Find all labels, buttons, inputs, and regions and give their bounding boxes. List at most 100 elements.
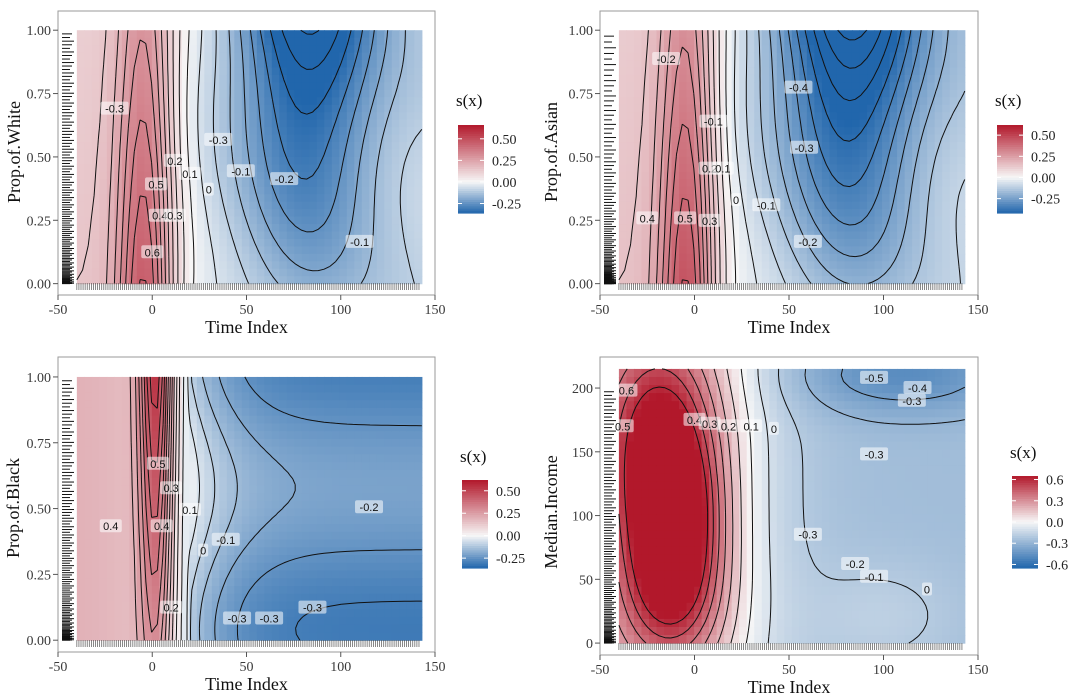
heatmap-cell [99,616,108,626]
heatmap-cell [724,60,733,69]
contour-label: 0 [733,195,739,207]
heatmap-cell [709,104,718,113]
heatmap-cell [159,586,168,595]
heatmap-cell [942,112,951,121]
heatmap-cell [724,268,733,277]
heatmap-cell [346,89,355,98]
heatmap-cell [912,224,921,233]
heatmap-cell [241,516,250,525]
heatmap-cell [957,194,966,203]
legend-swatch [458,144,484,148]
heatmap-cell [851,216,861,225]
heatmap-cell [294,570,303,579]
heatmap-cell [949,201,958,210]
heatmap-cell [189,261,198,270]
heatmap-cell [316,112,325,121]
heatmap-cell [196,201,205,210]
heatmap-cell [144,555,153,564]
heatmap-cell [331,60,340,69]
heatmap-cell [724,238,733,247]
contour-label-bg [699,114,728,128]
heatmap-cell [294,547,303,556]
heatmap-cell [784,224,793,233]
heatmap-cell [174,119,183,128]
heatmap-cell [339,45,348,54]
heatmap-cell [286,454,295,463]
heatmap-cell [927,67,936,76]
heatmap-cell [686,253,695,262]
heatmap-cell [76,171,85,180]
heatmap-cell [136,156,145,165]
heatmap-cell [934,179,943,188]
heatmap-cell [159,276,168,285]
heatmap-cell [234,268,243,277]
heatmap-cell [219,632,228,641]
heatmap-cell [271,194,280,203]
heatmap-cell [84,376,93,386]
heatmap-cell [618,194,628,203]
heatmap-cell [99,562,108,572]
heatmap-cell [211,400,220,409]
heatmap-cell [76,423,85,432]
heatmap-cell [904,253,913,262]
heatmap-cell [279,253,288,262]
heatmap-cell [241,112,250,121]
heatmap-cell [746,37,755,46]
heatmap-cell [859,112,868,121]
heatmap-cell [114,253,123,262]
heatmap-cell [874,156,883,165]
heatmap-cell [957,67,966,76]
heatmap-cell [136,508,145,517]
heatmap-cell [406,171,415,180]
heatmap-cell [942,149,951,158]
heatmap-cell [746,74,755,83]
legend-swatch [997,144,1023,148]
heatmap-cell [671,179,680,188]
heatmap-cell [76,224,85,233]
heatmap-cell [279,539,288,548]
heatmap-cell [754,156,763,165]
heatmap-cell [331,276,340,285]
heatmap-cell [821,246,831,255]
heatmap-cell [821,119,831,128]
heatmap-cell [181,516,190,525]
heatmap-cell [106,201,115,210]
heatmap-cell [851,261,861,270]
heatmap-cell [294,632,303,641]
heatmap-cell [84,500,93,510]
heatmap-cell [264,578,273,587]
heatmap-cell [256,423,265,432]
heatmap-cell [776,52,785,61]
heatmap-cell [346,112,355,121]
heatmap-cell [129,209,138,218]
heatmap-cell [851,127,861,136]
heatmap-cell [264,164,273,173]
heatmap-cell [746,209,755,218]
heatmap-cell [391,60,400,69]
heatmap-cell [151,89,160,98]
heatmap-cell [301,97,310,106]
heatmap-cell [129,454,138,463]
heatmap-cell [664,216,673,225]
heatmap-cell [106,485,115,494]
heatmap-cell [166,253,175,262]
heatmap-cell [867,127,876,136]
heatmap-cell [686,238,695,247]
heatmap-cell [339,149,348,158]
heatmap-cell [219,516,228,525]
heatmap-cell [99,531,108,541]
heatmap-cell [679,89,688,98]
heatmap-cell [76,446,85,455]
heatmap-cell [354,127,363,136]
heatmap-cell [99,477,108,486]
heatmap-cell [731,37,740,46]
heatmap-cell [746,238,755,247]
heatmap-cell [151,431,160,440]
heatmap-cell [136,485,145,494]
heatmap-cell [264,156,273,165]
heatmap-cell [912,276,921,285]
heatmap-cell [91,104,100,113]
heatmap-cell [324,231,333,240]
heatmap-cell [761,164,770,173]
heatmap-cell [189,156,198,165]
